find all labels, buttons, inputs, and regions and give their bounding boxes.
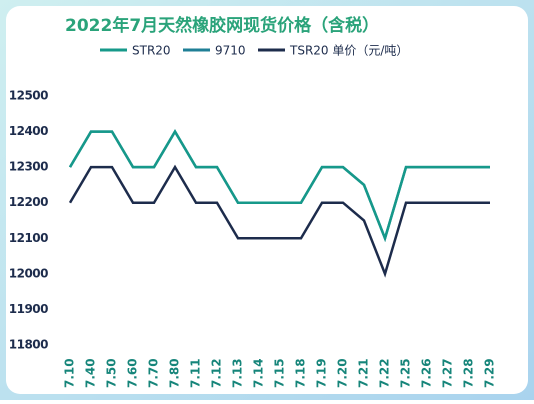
x-tick-label: 7.11 xyxy=(189,358,203,388)
y-tick-label: 12300 xyxy=(9,160,48,174)
x-tick-label: 7.60 xyxy=(126,358,140,388)
y-tick-label: 11800 xyxy=(9,338,48,352)
x-tick-label: 7.70 xyxy=(147,358,161,388)
x-tick-label: 7.80 xyxy=(168,358,182,388)
y-tick-label: 12200 xyxy=(9,195,48,209)
x-tick-label: 7.29 xyxy=(483,358,497,388)
x-tick-label: 7.14 xyxy=(252,358,266,388)
chart-title: 2022年7月天然橡胶网现货价格（含税） xyxy=(65,15,379,36)
x-tick-label: 7.13 xyxy=(231,358,245,388)
x-tick-label: 7.20 xyxy=(336,358,350,388)
x-tick-label: 7.21 xyxy=(357,358,371,388)
panel xyxy=(6,6,528,394)
x-tick-label: 7.27 xyxy=(441,358,455,388)
x-tick-label: 7.25 xyxy=(399,358,413,388)
x-tick-label: 7.10 xyxy=(63,358,77,388)
legend-label: STR20 xyxy=(132,44,171,58)
y-tick-label: 12500 xyxy=(9,89,48,103)
x-tick-label: 7.26 xyxy=(420,358,434,388)
legend-label: 9710 xyxy=(215,44,246,58)
x-tick-label: 7.12 xyxy=(210,358,224,388)
y-tick-label: 11900 xyxy=(9,302,48,316)
x-tick-label: 7.50 xyxy=(105,358,119,388)
x-tick-label: 7.28 xyxy=(462,358,476,388)
series-line xyxy=(68,129,490,243)
y-tick-label: 12100 xyxy=(9,231,48,245)
x-tick-label: 7.40 xyxy=(84,358,98,388)
legend-label: TSR20 单价（元/吨） xyxy=(289,44,408,58)
series-line xyxy=(68,164,490,278)
x-tick-label: 7.22 xyxy=(378,358,392,388)
x-tick-label: 7.19 xyxy=(315,358,329,388)
x-tick-label: 7.18 xyxy=(294,358,308,388)
y-tick-label: 12400 xyxy=(9,124,48,138)
y-tick-label: 12000 xyxy=(9,266,48,280)
x-tick-label: 7.15 xyxy=(273,358,287,388)
